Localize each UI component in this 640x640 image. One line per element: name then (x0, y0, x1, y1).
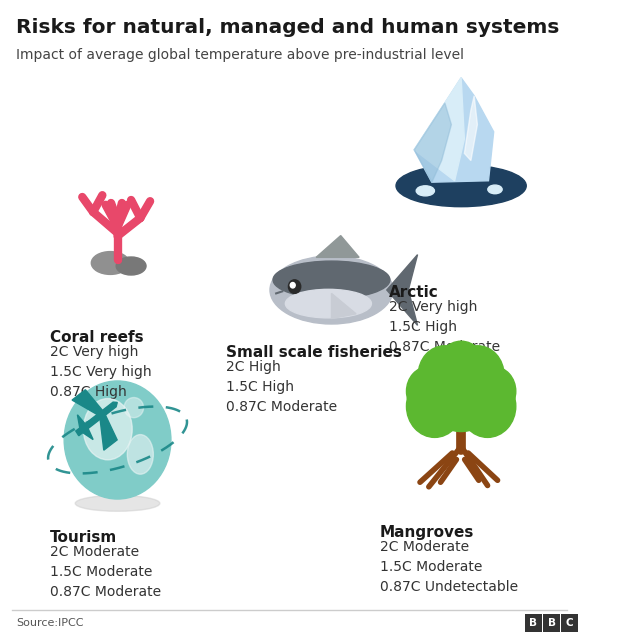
Polygon shape (316, 236, 359, 257)
Ellipse shape (416, 186, 435, 196)
Polygon shape (100, 415, 117, 450)
Text: Tourism: Tourism (50, 530, 117, 545)
Text: 1.5C Moderate: 1.5C Moderate (380, 560, 482, 574)
FancyBboxPatch shape (525, 614, 541, 632)
Text: Arctic: Arctic (388, 285, 438, 300)
Text: Risks for natural, managed and human systems: Risks for natural, managed and human sys… (16, 18, 559, 37)
Ellipse shape (116, 257, 146, 275)
Polygon shape (414, 78, 465, 180)
Ellipse shape (124, 397, 143, 418)
Circle shape (425, 351, 497, 431)
Text: 0.87C Moderate: 0.87C Moderate (50, 585, 161, 599)
Circle shape (406, 367, 451, 416)
Text: C: C (566, 618, 573, 628)
Text: 1.5C Very high: 1.5C Very high (50, 365, 151, 379)
Circle shape (289, 280, 301, 293)
Text: Mangroves: Mangroves (380, 525, 474, 540)
Polygon shape (387, 255, 417, 325)
Text: 2C Moderate: 2C Moderate (380, 540, 469, 554)
Circle shape (471, 367, 516, 416)
Text: 2C Very high: 2C Very high (50, 345, 138, 359)
Text: B: B (529, 618, 538, 628)
Polygon shape (465, 96, 477, 161)
Ellipse shape (76, 495, 160, 511)
Ellipse shape (396, 165, 526, 207)
Circle shape (460, 375, 516, 437)
Text: 1.5C High: 1.5C High (226, 380, 294, 394)
Circle shape (64, 381, 171, 499)
Polygon shape (72, 390, 102, 415)
Ellipse shape (273, 261, 390, 298)
Text: 0.87C Moderate: 0.87C Moderate (388, 340, 500, 354)
Polygon shape (83, 429, 93, 440)
Polygon shape (414, 103, 451, 182)
Text: 0.87C Undetectable: 0.87C Undetectable (380, 580, 518, 594)
Polygon shape (77, 415, 85, 428)
Ellipse shape (488, 185, 502, 194)
Ellipse shape (270, 256, 393, 324)
Circle shape (418, 346, 471, 404)
Polygon shape (332, 293, 356, 319)
Text: 1.5C High: 1.5C High (388, 320, 457, 334)
Text: 2C Moderate: 2C Moderate (50, 545, 139, 559)
Circle shape (406, 375, 463, 437)
Ellipse shape (285, 289, 371, 318)
FancyBboxPatch shape (561, 614, 578, 632)
Text: 0.87C Moderate: 0.87C Moderate (226, 400, 337, 414)
Text: 0.87C High: 0.87C High (50, 385, 127, 399)
Polygon shape (414, 78, 493, 182)
Text: Source:IPCC: Source:IPCC (16, 618, 84, 628)
Text: 1.5C Moderate: 1.5C Moderate (50, 565, 152, 579)
Text: Impact of average global temperature above pre-industrial level: Impact of average global temperature abo… (16, 48, 464, 62)
Polygon shape (76, 402, 117, 436)
Circle shape (436, 341, 486, 396)
FancyBboxPatch shape (543, 614, 560, 632)
Text: B: B (548, 618, 556, 628)
Ellipse shape (92, 252, 129, 275)
Text: 2C High: 2C High (226, 360, 281, 374)
Circle shape (291, 282, 295, 288)
Text: Coral reefs: Coral reefs (50, 330, 143, 345)
Ellipse shape (127, 435, 154, 474)
Text: 2C Very high: 2C Very high (388, 300, 477, 314)
Circle shape (451, 346, 504, 404)
Text: Small scale fisheries: Small scale fisheries (226, 345, 402, 360)
Ellipse shape (83, 399, 132, 460)
